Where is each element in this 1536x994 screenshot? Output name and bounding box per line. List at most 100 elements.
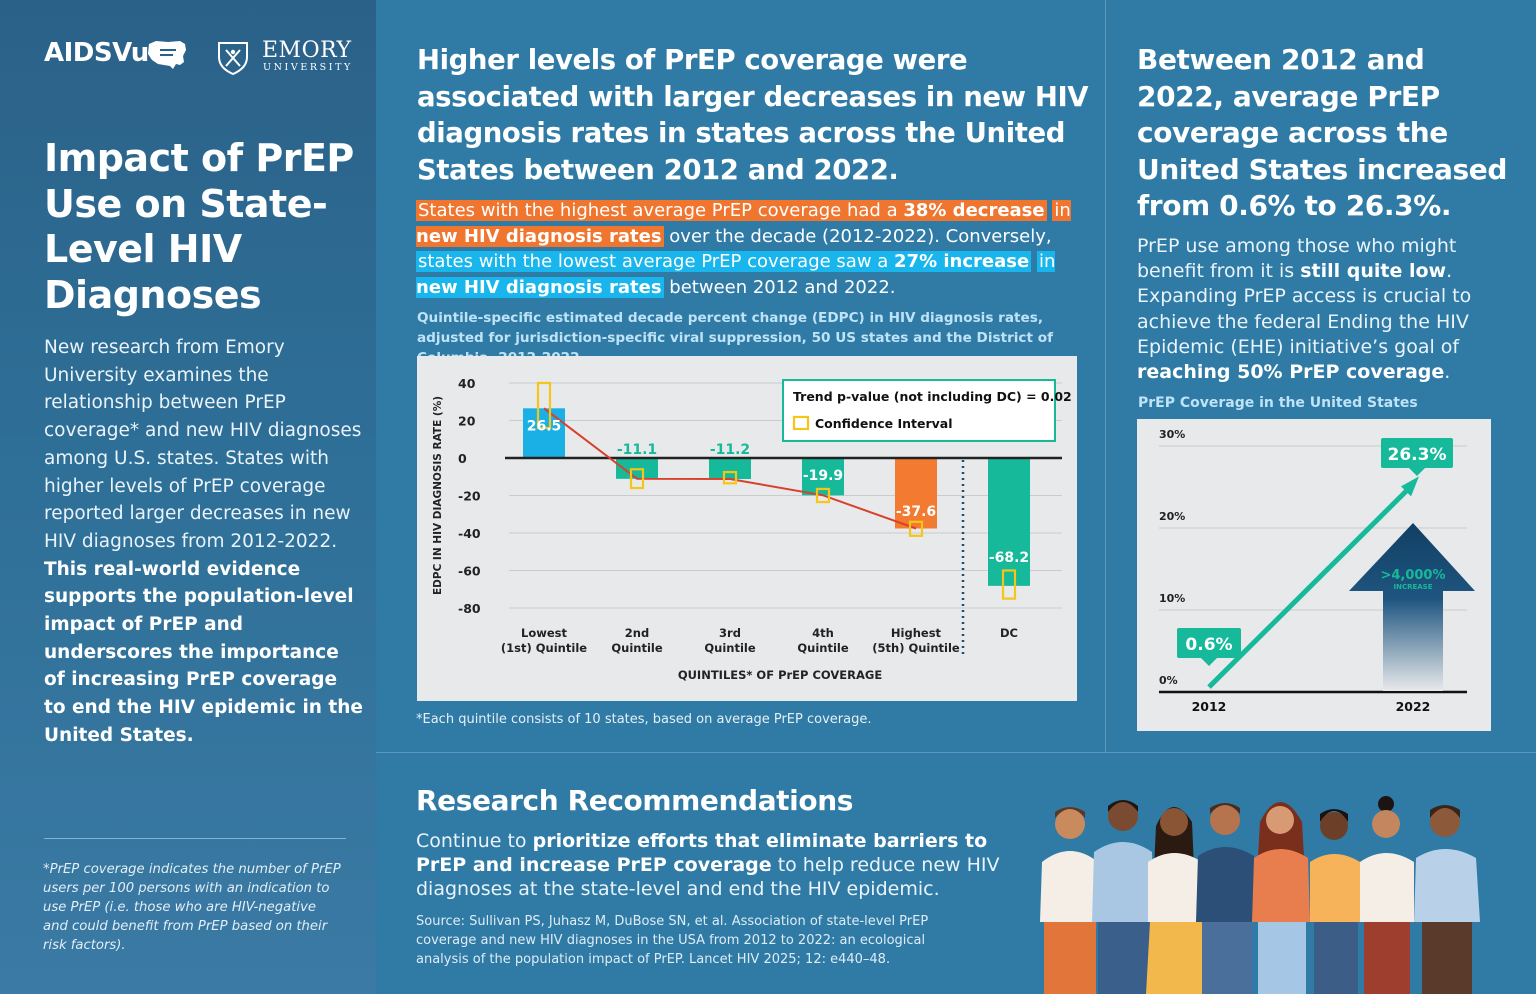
confidence-interval bbox=[1001, 569, 1017, 600]
mini-y-tick-label: 0% bbox=[1159, 674, 1178, 687]
left-intro: New research from Emory University exami… bbox=[44, 334, 364, 750]
bar bbox=[988, 458, 1030, 586]
mini-y-tick-label: 20% bbox=[1159, 510, 1185, 523]
person-8 bbox=[1414, 805, 1480, 994]
x-tick-label: Quintile bbox=[704, 641, 755, 655]
person-4 bbox=[1196, 803, 1256, 994]
left-panel bbox=[0, 0, 376, 994]
bar-value-label: -37.6 bbox=[896, 504, 936, 520]
increase-arrow bbox=[1349, 523, 1475, 691]
finding-highest-highlight: States with the highest average PrEP cov… bbox=[416, 200, 1047, 221]
y-axis-label: EDPC IN HIV DIAGNOSIS RATE (%) bbox=[432, 396, 444, 595]
increase-annotation: >4,000% bbox=[1380, 568, 1445, 583]
right-goal-50: reaching 50% PrEP coverage bbox=[1137, 361, 1445, 384]
confidence-interval bbox=[815, 487, 831, 504]
legend-box bbox=[782, 379, 1056, 442]
y-tick-label: -60 bbox=[458, 564, 481, 579]
x-tick-label: Highest bbox=[891, 626, 942, 640]
mini-x-tick-label: 2012 bbox=[1192, 699, 1227, 714]
person-1 bbox=[1040, 807, 1100, 994]
emory-logo-text: EMORY bbox=[262, 38, 352, 63]
x-tick-label: Quintile bbox=[797, 641, 848, 655]
left-intro-bold: This real-world evidence supports the po… bbox=[44, 558, 363, 746]
label-2012-pointer bbox=[1201, 658, 1217, 666]
right-text-a: PrEP use among those who might benefit f… bbox=[1137, 235, 1457, 283]
rec-text-c: to help reduce new HIV diagnoses at the … bbox=[416, 854, 1000, 900]
x-tick-label: 2nd bbox=[625, 626, 649, 640]
y-tick-label: 0 bbox=[458, 451, 467, 466]
value-label-2012: 0.6% bbox=[1185, 635, 1232, 655]
prep-coverage-chart: 0% 10% 20% 30% >4,000%INCREASE 0.6% 26.3% 2012 2… bbox=[1159, 428, 1475, 714]
y-tick-label: -40 bbox=[458, 526, 481, 541]
legend-trend: Trend p-value (not including DC) = 0.02 bbox=[793, 389, 1072, 404]
bar-value-label: -19.9 bbox=[803, 468, 843, 484]
finding-lowest-highlight: states with the lowest average PrEP cove… bbox=[416, 251, 1032, 272]
edpc-chart-container: 40 20 0 -20 -40 -60 -80 EDPC IN HIV DIAGNOSIS R… bbox=[417, 356, 1077, 701]
y-tick-label: -80 bbox=[458, 601, 481, 616]
bar bbox=[523, 408, 565, 458]
people-illustration bbox=[1040, 796, 1480, 994]
mini-y-tick-label: 10% bbox=[1159, 592, 1185, 605]
right-headline: Between 2012 and 2022, average PrEP cove… bbox=[1137, 43, 1507, 222]
y-tick-label: 20 bbox=[458, 414, 476, 429]
recommendations-body: Continue to prioritize efforts that elim… bbox=[416, 829, 1016, 901]
aidsvu-logo-text: AIDSVu bbox=[44, 38, 149, 68]
bar-value-label: 26.5 bbox=[527, 418, 562, 434]
prep-coverage-chart-container: 0% 10% 20% 30% >4,000% INCREASE 0.6% 26.3% 2012 2… bbox=[1137, 419, 1491, 731]
mini-x-tick-label: 2022 bbox=[1396, 699, 1431, 714]
emory-shield-icon bbox=[218, 42, 248, 76]
increase-annotation-sub: INCREASE bbox=[1393, 583, 1432, 591]
mini-y-tick-label: 30% bbox=[1159, 428, 1185, 441]
finding-decade-text: over the decade (2012-2022). Conversely, bbox=[663, 225, 1052, 247]
finding-in-text-2: in bbox=[1038, 251, 1056, 272]
x-tick-label: DC bbox=[1000, 626, 1018, 640]
finding-highest-text: States with the highest average PrEP cov… bbox=[418, 200, 904, 221]
legend-ci-swatch bbox=[792, 415, 810, 431]
finding-lowest-text: states with the lowest average PrEP cove… bbox=[418, 251, 895, 272]
us-map-icon bbox=[148, 41, 186, 69]
coverage-arrowhead bbox=[1401, 476, 1419, 497]
label-2022-pointer bbox=[1409, 468, 1425, 476]
confidence-interval bbox=[629, 468, 645, 490]
chart-footnote: *Each quintile consists of 10 states, ba… bbox=[416, 712, 872, 727]
right-text-c: . Expanding PrEP access is crucial to ac… bbox=[1137, 260, 1472, 358]
right-text-e: . bbox=[1444, 361, 1451, 384]
left-intro-text: New research from Emory University exami… bbox=[44, 337, 362, 552]
rec-text-bold: prioritize efforts that eliminate barrie… bbox=[416, 830, 988, 876]
label-2022-box bbox=[1381, 438, 1453, 468]
x-tick-label: Quintile bbox=[611, 641, 662, 655]
confidence-interval bbox=[536, 381, 552, 430]
left-divider bbox=[44, 838, 346, 839]
x-tick-label: (1st) Quintile bbox=[501, 641, 587, 655]
label-2012-box bbox=[1177, 628, 1241, 658]
right-paragraph: PrEP use among those who might benefit f… bbox=[1137, 234, 1507, 385]
person-3 bbox=[1146, 806, 1206, 994]
person-2 bbox=[1092, 800, 1154, 994]
bar-value-label: -11.2 bbox=[710, 442, 750, 458]
source-citation: Source: Sullivan PS, Juhasz M, DuBose SN… bbox=[416, 914, 929, 967]
finding-27-increase: 27% increase bbox=[894, 251, 1030, 272]
y-tick-label: -20 bbox=[458, 489, 481, 504]
prep-coverage-footnote: *PrEP coverage indicates the number of P… bbox=[43, 862, 341, 953]
bar-value-label: -11.1 bbox=[617, 442, 657, 458]
trend-line bbox=[543, 407, 917, 530]
confidence-interval bbox=[908, 520, 924, 537]
x-tick-label: 4th bbox=[812, 626, 834, 640]
person-5 bbox=[1252, 802, 1310, 994]
finding-new-hiv-rates: new HIV diagnosis rates bbox=[416, 225, 662, 247]
edpc-bar-chart: 40 20 0 -20 -40 -60 -80 EDPC IN HIV DIAGNOSIS R… bbox=[432, 376, 1072, 682]
bar-value-label: -68.2 bbox=[989, 550, 1029, 566]
recommendations-title: Research Recommendations bbox=[416, 784, 854, 817]
coverage-line bbox=[1207, 486, 1411, 689]
person-7 bbox=[1360, 796, 1414, 994]
prep-coverage-subhead: PrEP Coverage in the United States bbox=[1138, 395, 1418, 411]
x-axis-label: QUINTILES* OF PrEP COVERAGE bbox=[678, 668, 883, 682]
x-tick-label: Lowest bbox=[521, 626, 567, 640]
x-tick-label: (5th) Quintile bbox=[872, 641, 960, 655]
y-tick-label: 40 bbox=[458, 376, 476, 391]
x-tick-label: 3rd bbox=[719, 626, 741, 640]
right-still-low: still quite low bbox=[1300, 260, 1447, 283]
confidence-interval bbox=[722, 470, 738, 485]
finding-new-hiv-rates-2: new HIV diagnosis rates bbox=[416, 276, 662, 298]
rec-text-a: Continue to bbox=[416, 830, 533, 852]
